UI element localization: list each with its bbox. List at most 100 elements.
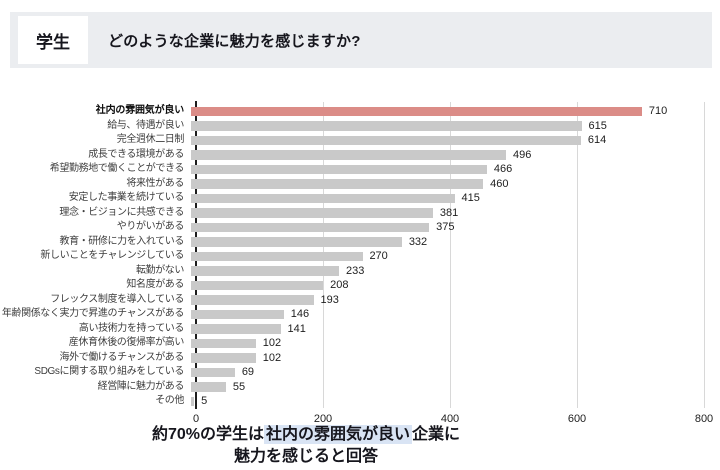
bar — [191, 193, 455, 203]
bar-track: 69 — [190, 365, 710, 380]
category-label: 知名度がある — [126, 279, 184, 290]
bar-track: 614 — [190, 133, 710, 148]
bar — [191, 295, 314, 305]
category-label: SDGsに関する取り組みをしている — [34, 366, 184, 377]
value-label: 141 — [287, 322, 306, 335]
category-label: 完全週休二日制 — [116, 134, 185, 145]
bar — [191, 353, 256, 363]
bar-track: 270 — [190, 249, 710, 264]
x-axis-tick-labels: 0 200 400 600 800 — [0, 413, 720, 429]
bar-track: 102 — [190, 336, 710, 351]
category-label: 希望勤務地で働くことができる — [49, 163, 185, 174]
category-label: 理念・ビジョンに共感できる — [59, 206, 184, 218]
bar — [191, 338, 256, 348]
bar — [191, 280, 324, 290]
caption-prefix: 約70%の学生は — [151, 426, 264, 443]
bar-track: 55 — [190, 380, 710, 395]
chart-rows: 社内の雰囲気が良い 710 給与、待遇が良い 615 完全週休二日制 614 成長できる環境… — [0, 104, 720, 409]
bar-track: 146 — [190, 307, 710, 322]
gridline — [576, 102, 578, 408]
value-label: 270 — [369, 250, 388, 263]
bar — [191, 208, 433, 218]
value-label: 102 — [262, 337, 282, 350]
category-label: 新しいことをチャレンジしている — [40, 250, 184, 261]
bar-row: やりがいがある 375 — [0, 220, 720, 235]
category-label: 高い技術力を持っている — [78, 322, 185, 334]
bar — [191, 106, 642, 116]
value-label: 614 — [587, 134, 607, 147]
bar-track: 381 — [190, 206, 710, 221]
bar-track: 233 — [190, 264, 710, 279]
value-label: 233 — [345, 264, 365, 277]
bar-row: 給与、待遇が良い 615 — [0, 119, 720, 134]
student-badge: 学生 — [18, 16, 88, 64]
question-title: どのような企業に魅力を感じますか? — [108, 32, 361, 50]
bar-row: 高い技術力を持っている 141 — [0, 322, 720, 337]
value-label: 69 — [241, 366, 255, 379]
bar-row: 知名度がある 208 — [0, 278, 720, 293]
bar-row: 完全週休二日制 614 — [0, 133, 720, 148]
category-label: 経営陣に魅力がある — [97, 380, 185, 392]
bar-track: 375 — [190, 220, 710, 235]
value-label: 332 — [408, 235, 428, 248]
bar — [191, 396, 195, 406]
value-label: 208 — [330, 279, 349, 292]
bar-track: 208 — [190, 278, 710, 293]
category-label: 産休育休後の復帰率が高い — [68, 337, 185, 348]
bar-row: 転勤がない 233 — [0, 264, 720, 279]
x-tick-label: 0 — [192, 413, 200, 425]
bar-track: 5 — [190, 394, 710, 409]
category-label: 成長できる環境がある — [88, 148, 184, 160]
bar-row: 希望勤務地で働くことができる 466 — [0, 162, 720, 177]
bar-row: 新しいことをチャレンジしている 270 — [0, 249, 720, 264]
value-label: 496 — [512, 148, 532, 161]
bar-row: 教育・研修に力を入れている 332 — [0, 235, 720, 250]
bar-row: その他 5 — [0, 394, 720, 409]
category-label: その他 — [155, 395, 184, 406]
value-label: 375 — [436, 221, 455, 234]
gridline — [703, 102, 705, 408]
bar-row: 年齢関係なく実力で昇進のチャンスがある 146 — [0, 307, 720, 322]
bar-track: 466 — [190, 162, 710, 177]
category-label: 給与、待遇が良い — [107, 119, 184, 131]
value-label: 146 — [290, 308, 310, 321]
header-bar: 学生 どのような企業に魅力を感じますか? — [10, 12, 712, 68]
caption-line2: 魅力を感じると回答 — [233, 448, 378, 465]
caption-suffix: 企業に — [412, 426, 461, 443]
bar — [191, 121, 582, 131]
bar-track: 102 — [190, 351, 710, 366]
bar-row: 経営陣に魅力がある 55 — [0, 380, 720, 395]
bar-row: 理念・ビジョンに共感できる 381 — [0, 206, 720, 221]
bar-track: 332 — [190, 235, 710, 250]
category-label: 年齢関係なく実力で昇進のチャンスがある — [1, 308, 185, 319]
bar — [191, 266, 339, 276]
value-label: 615 — [588, 119, 607, 132]
bar-row: 産休育休後の復帰率が高い 102 — [0, 336, 720, 351]
bar — [191, 237, 402, 247]
bar — [191, 251, 363, 261]
bar — [191, 150, 506, 160]
category-label: やりがいがある — [116, 221, 185, 232]
value-label: 710 — [648, 105, 668, 118]
bar-track: 496 — [190, 148, 710, 163]
value-label: 55 — [232, 380, 246, 393]
bar — [191, 135, 581, 145]
bar — [191, 222, 430, 232]
bar-track: 141 — [190, 322, 710, 337]
x-tick-label: 400 — [440, 413, 460, 425]
value-label: 466 — [493, 163, 513, 176]
bar-row: 海外で働けるチャンスがある 102 — [0, 351, 720, 366]
value-label: 5 — [201, 395, 208, 408]
chart-caption: 約70%の学生は 社内の雰囲気が良い 企業に 魅力を感じると回答 — [0, 424, 612, 468]
category-label: 社内の雰囲気が良い — [95, 105, 184, 116]
bar-track: 615 — [190, 119, 710, 134]
x-tick-label: 800 — [694, 413, 714, 425]
bar-row: 成長できる環境がある 496 — [0, 148, 720, 163]
bar-track: 460 — [190, 177, 710, 192]
bar — [191, 324, 281, 334]
caption-highlight: 社内の雰囲気が良い — [264, 425, 413, 444]
category-label: フレックス制度を導入している — [50, 293, 184, 305]
value-label: 193 — [320, 293, 339, 306]
bar — [191, 179, 484, 189]
bar-track: 415 — [190, 191, 710, 206]
